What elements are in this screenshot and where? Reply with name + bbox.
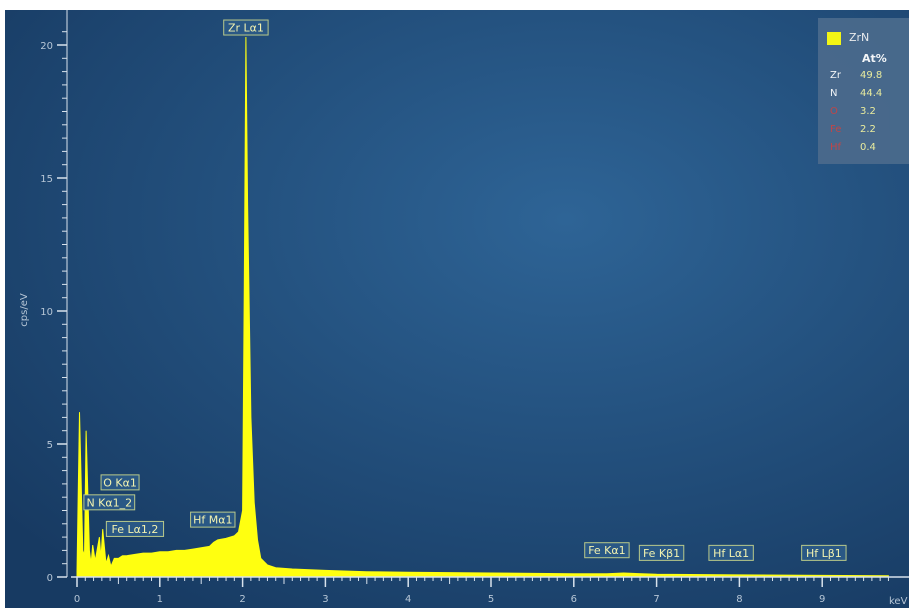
peak-label-box <box>708 544 754 561</box>
x-tick-label: 6 <box>571 594 577 605</box>
legend-value: 2.2 <box>860 124 876 135</box>
legend-element: O <box>830 106 838 117</box>
x-tick-label: 2 <box>239 594 245 605</box>
x-tick-label: 0 <box>74 594 80 605</box>
x-axis-unit-label: keV <box>889 596 908 607</box>
y-tick-label: 5 <box>47 440 53 451</box>
legend-value: 44.4 <box>860 88 883 99</box>
x-tick-label: 7 <box>653 594 659 605</box>
y-tick-label: 10 <box>40 307 53 318</box>
peak-label: Hf Mα1 <box>190 511 236 528</box>
legend-series-name: ZrN <box>849 31 870 44</box>
peak-label-text: Fe Kβ1 <box>643 547 680 560</box>
legend-row: Hf 0.4 <box>830 142 909 156</box>
peak-label-text: O Kα1 <box>103 476 137 489</box>
spectrum-plot: 0 5 10 15 20 0 1 2 3 4 5 6 7 8 9 Zr Lα1 O Kα1 N Kα1_2 Fe … <box>5 10 909 608</box>
legend-element: N <box>830 88 838 99</box>
peak-label-box <box>584 542 630 559</box>
peak-label: O Kα1 <box>100 474 140 491</box>
legend: ZrN At% Zr 49.8 N 44.4 O 3.2 Fe 2.2 Hf 0… <box>818 18 909 164</box>
peak-label-text: Zr Lα1 <box>228 22 264 35</box>
legend-element: Hf <box>830 142 842 153</box>
legend-row: N 44.4 <box>830 88 909 102</box>
peak-label-text: Hf Mα1 <box>193 514 232 527</box>
peak-label-text: N Kα1_2 <box>86 496 132 509</box>
legend-element: Zr <box>830 70 841 81</box>
peak-label-text: Hf Lβ1 <box>806 547 842 560</box>
peak-label-box <box>83 494 136 511</box>
legend-header: At% <box>862 52 887 65</box>
peak-label-box <box>638 544 685 561</box>
peak-label-text: Fe Kα1 <box>588 544 625 557</box>
peak-label: Hf Lα1 <box>708 544 754 561</box>
peak-label-box <box>223 19 269 36</box>
x-tick-label: 8 <box>736 594 742 605</box>
x-tick-label: 1 <box>157 594 163 605</box>
y-tick-label: 20 <box>40 41 53 52</box>
x-tick-label: 9 <box>819 594 825 605</box>
spectrum-chart: 0 5 10 15 20 0 1 2 3 4 5 6 7 8 9 Zr Lα1 O Kα1 N Kα1_2 Fe … <box>5 10 909 608</box>
peak-label-box <box>100 474 140 491</box>
peak-label-box <box>190 511 236 528</box>
peak-label-text: Hf Lα1 <box>713 547 749 560</box>
y-axis-label: cps/eV <box>19 293 30 327</box>
spectrum-area-zrn <box>76 36 889 578</box>
peak-label: Fe Kα1 <box>584 542 630 559</box>
legend-value: 49.8 <box>860 70 883 81</box>
plot-background <box>5 10 909 608</box>
peak-label: N Kα1_2 <box>83 494 136 511</box>
legend-value: 0.4 <box>860 142 876 153</box>
x-tick-label: 4 <box>405 594 411 605</box>
peak-label: Hf Lβ1 <box>801 544 847 561</box>
peak-label-box <box>801 544 847 561</box>
peak-label-box <box>105 520 165 537</box>
peak-label-text: Fe Lα1,2 <box>112 523 159 536</box>
peak-label: Zr Lα1 <box>223 19 269 36</box>
legend-row: Zr 49.8 <box>830 70 909 84</box>
y-tick-label: 15 <box>40 174 53 185</box>
legend-element: Fe <box>830 124 842 135</box>
peak-label: Fe Kβ1 <box>638 544 685 561</box>
legend-row: Fe 2.2 <box>830 124 909 138</box>
legend-value: 3.2 <box>860 106 876 117</box>
legend-swatch <box>827 32 841 45</box>
y-tick-label: 0 <box>47 573 53 584</box>
peak-label: Fe Lα1,2 <box>105 520 165 537</box>
legend-row: O 3.2 <box>830 106 909 120</box>
x-tick-label: 3 <box>322 594 328 605</box>
x-tick-label: 5 <box>488 594 494 605</box>
